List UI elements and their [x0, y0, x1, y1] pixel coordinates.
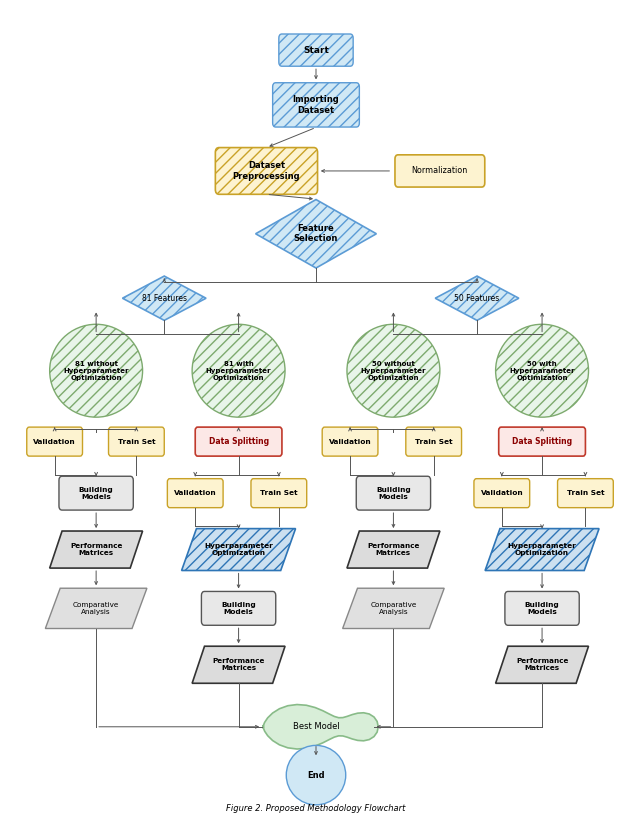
Text: 50 with
Hyperparameter
Optimization: 50 with Hyperparameter Optimization	[509, 361, 575, 381]
Ellipse shape	[495, 324, 588, 418]
Text: Building
Models: Building Models	[79, 487, 114, 500]
FancyBboxPatch shape	[322, 427, 378, 456]
Text: Start: Start	[303, 45, 329, 54]
FancyBboxPatch shape	[109, 427, 164, 456]
FancyBboxPatch shape	[356, 476, 430, 510]
Text: Hyperparameter
Optimization: Hyperparameter Optimization	[204, 543, 273, 556]
Text: Performance
Matrices: Performance Matrices	[70, 543, 123, 556]
Text: Train Set: Train Set	[260, 490, 298, 496]
Text: Figure 2. Proposed Methodology Flowchart: Figure 2. Proposed Methodology Flowchart	[226, 805, 406, 814]
Text: 50 Features: 50 Features	[454, 293, 500, 302]
Polygon shape	[347, 531, 440, 568]
Polygon shape	[343, 589, 444, 629]
Polygon shape	[255, 200, 377, 268]
Ellipse shape	[286, 746, 346, 805]
Text: Comparative
Analysis: Comparative Analysis	[370, 602, 416, 615]
FancyBboxPatch shape	[167, 478, 223, 508]
Text: Comparative
Analysis: Comparative Analysis	[73, 602, 119, 615]
FancyBboxPatch shape	[395, 155, 485, 187]
Text: Importing
Dataset: Importing Dataset	[293, 95, 339, 114]
Text: End: End	[307, 770, 325, 779]
FancyBboxPatch shape	[406, 427, 461, 456]
FancyBboxPatch shape	[202, 592, 276, 626]
Text: Train Set: Train Set	[118, 439, 155, 445]
Text: Dataset
Preprocessing: Dataset Preprocessing	[233, 161, 300, 181]
Polygon shape	[485, 529, 599, 570]
Polygon shape	[50, 531, 143, 568]
Polygon shape	[192, 646, 285, 683]
Text: 81 without
Hyperparameter
Optimization: 81 without Hyperparameter Optimization	[63, 361, 129, 381]
Text: 81 with
Hyperparameter
Optimization: 81 with Hyperparameter Optimization	[206, 361, 271, 381]
FancyBboxPatch shape	[505, 592, 579, 626]
Polygon shape	[495, 646, 588, 683]
Text: Performance
Matrices: Performance Matrices	[212, 658, 265, 672]
Text: Building
Models: Building Models	[221, 602, 256, 615]
Text: Data Splitting: Data Splitting	[209, 437, 269, 446]
Text: 81 Features: 81 Features	[142, 293, 187, 302]
Ellipse shape	[347, 324, 440, 418]
FancyBboxPatch shape	[216, 148, 317, 194]
Polygon shape	[435, 276, 519, 321]
Polygon shape	[181, 529, 296, 570]
Polygon shape	[46, 589, 147, 629]
Text: Best Model: Best Model	[293, 723, 339, 732]
Text: Train Set: Train Set	[415, 439, 453, 445]
FancyBboxPatch shape	[499, 427, 585, 456]
FancyBboxPatch shape	[59, 476, 133, 510]
Polygon shape	[263, 704, 378, 749]
FancyBboxPatch shape	[474, 478, 530, 508]
Text: Train Set: Train Set	[567, 490, 604, 496]
FancyBboxPatch shape	[557, 478, 613, 508]
Text: Validation: Validation	[174, 490, 217, 496]
Text: Performance
Matrices: Performance Matrices	[516, 658, 568, 672]
FancyBboxPatch shape	[279, 34, 353, 67]
Text: Validation: Validation	[480, 490, 523, 496]
Text: Data Splitting: Data Splitting	[512, 437, 572, 446]
FancyBboxPatch shape	[27, 427, 83, 456]
Ellipse shape	[192, 324, 285, 418]
Text: Building
Models: Building Models	[376, 487, 411, 500]
Text: Validation: Validation	[329, 439, 372, 445]
Text: Validation: Validation	[33, 439, 76, 445]
Text: Normalization: Normalization	[411, 166, 468, 175]
Text: Performance
Matrices: Performance Matrices	[367, 543, 420, 556]
Text: Hyperparameter
Optimization: Hyperparameter Optimization	[507, 543, 576, 556]
Text: Feature
Selection: Feature Selection	[294, 224, 338, 243]
Ellipse shape	[50, 324, 143, 418]
Text: 50 without
Hyperparameter
Optimization: 50 without Hyperparameter Optimization	[361, 361, 426, 381]
FancyBboxPatch shape	[195, 427, 282, 456]
FancyBboxPatch shape	[251, 478, 307, 508]
FancyBboxPatch shape	[272, 83, 360, 127]
Text: Building
Models: Building Models	[525, 602, 559, 615]
Polygon shape	[123, 276, 206, 321]
